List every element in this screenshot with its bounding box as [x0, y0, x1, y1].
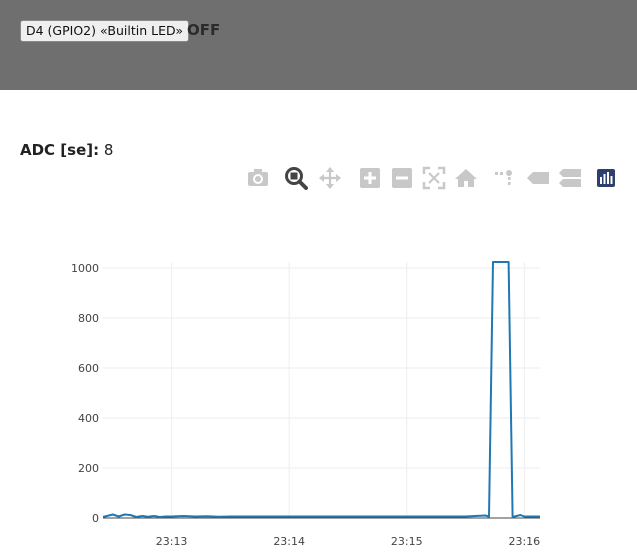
zoom-in-icon: [360, 168, 380, 188]
led-state-text: OFF: [187, 21, 221, 39]
plotly-logo-icon: [597, 169, 615, 187]
x-tick-label: 23:15: [391, 535, 423, 548]
adc-readout: ADC [se]: 8: [20, 141, 113, 159]
chart[interactable]: 0 200 400 600 800 1000 23:13 23:14 23:15 23:16: [0, 200, 637, 548]
spikelines-icon: [495, 170, 512, 185]
plotly-logo-button[interactable]: [592, 165, 620, 191]
series-line: [102, 261, 540, 518]
y-tick-label: 1000: [71, 262, 99, 275]
y-tick-label: 600: [78, 362, 99, 375]
adc-label: ADC [se]:: [20, 141, 100, 159]
pan-button[interactable]: [316, 165, 344, 191]
autoscale-button[interactable]: [420, 165, 448, 191]
spikelines-button[interactable]: [490, 165, 518, 191]
camera-icon: [248, 169, 268, 186]
zoom-icon: [285, 167, 308, 190]
hover-closest-button[interactable]: [524, 165, 552, 191]
x-tick-label: 23:13: [156, 535, 188, 548]
y-tick-label: 800: [78, 312, 99, 325]
autoscale-icon: [422, 166, 446, 190]
zoom-in-button[interactable]: [356, 165, 384, 191]
y-tick-label: 400: [78, 412, 99, 425]
pan-icon: [319, 167, 341, 189]
led-toggle-button[interactable]: D4 (GPIO2) «Builtin LED»: [20, 20, 190, 42]
x-tick-label: 23:16: [508, 535, 540, 548]
hover-closest-icon: [527, 172, 549, 184]
y-tick-label: 200: [78, 462, 99, 475]
camera-button[interactable]: [244, 165, 272, 191]
zoom-out-icon: [392, 168, 412, 188]
home-icon: [455, 169, 477, 187]
hover-compare-button[interactable]: [556, 165, 584, 191]
x-tick-label: 23:14: [273, 535, 305, 548]
zoom-button[interactable]: [282, 165, 310, 191]
y-tick-label: 0: [92, 512, 99, 525]
adc-value: 8: [103, 141, 114, 159]
hover-compare-icon: [559, 169, 581, 187]
chart-svg[interactable]: 0 200 400 600 800 1000 23:13 23:14 23:15 23:16: [0, 200, 637, 548]
home-button[interactable]: [452, 165, 480, 191]
zoom-out-button[interactable]: [388, 165, 416, 191]
top-bar: D4 (GPIO2) «Builtin LED» OFF: [0, 0, 637, 90]
